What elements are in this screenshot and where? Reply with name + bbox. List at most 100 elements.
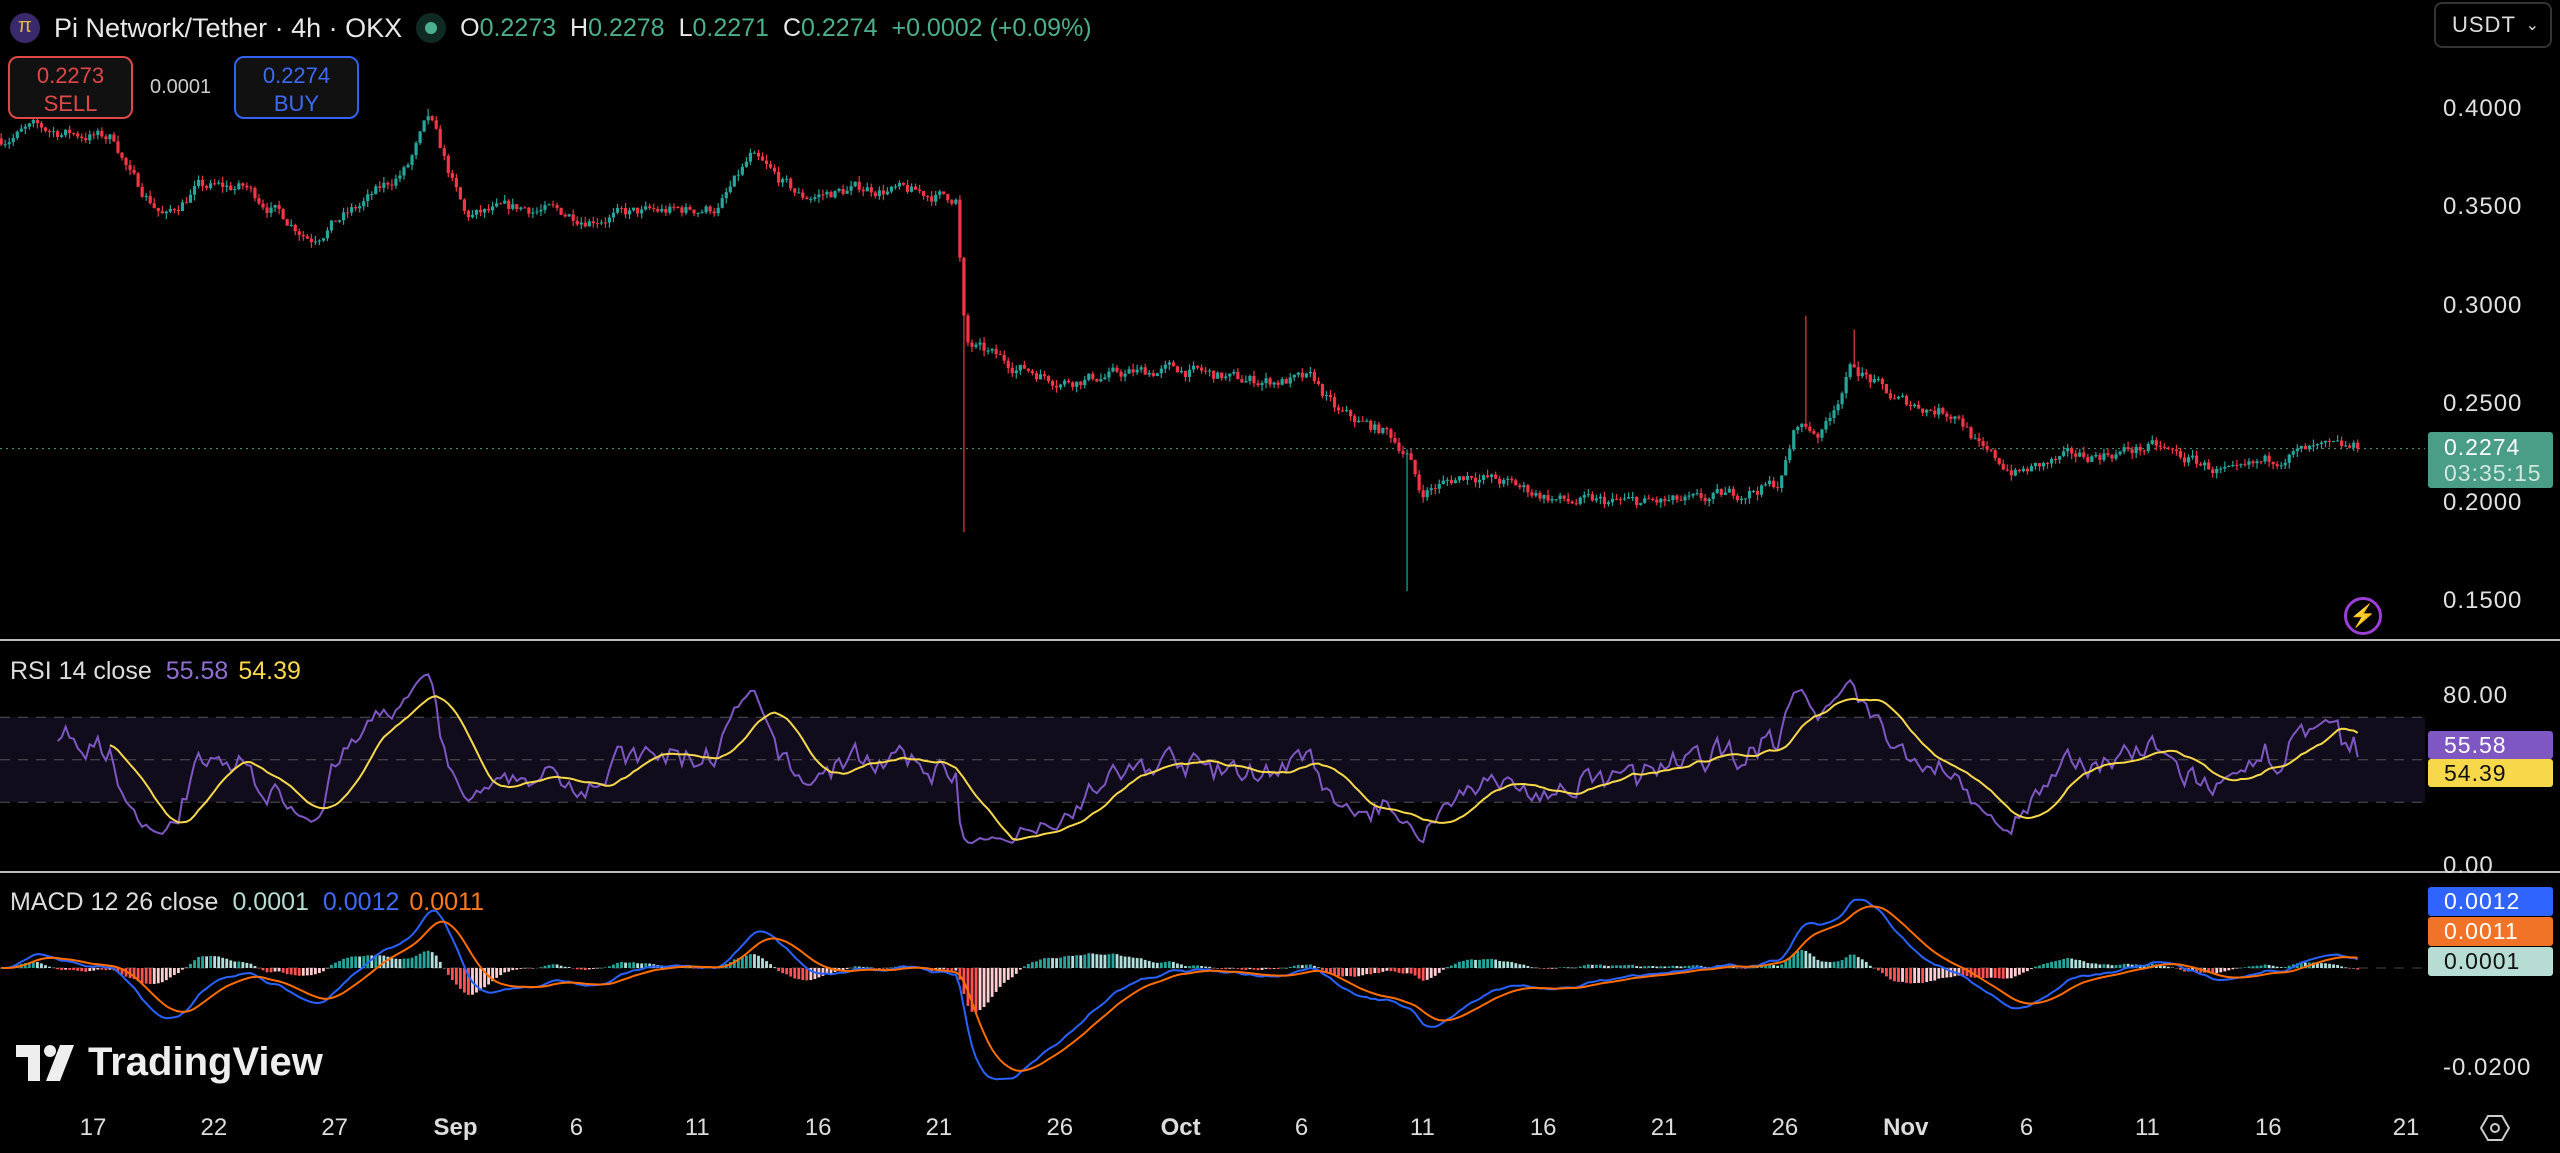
currency-dropdown[interactable]: USDT ⌄	[2434, 2, 2552, 48]
macd-histogram-bar	[1949, 968, 1953, 978]
macd-histogram-bar	[636, 963, 640, 968]
candle-body	[591, 221, 595, 224]
macd-histogram-bar	[2287, 965, 2291, 968]
candle-body	[217, 182, 221, 184]
macd-histogram-bar	[414, 955, 418, 968]
candle-body	[676, 206, 680, 208]
candle-body	[700, 212, 704, 214]
macd-histogram-bar	[1885, 968, 1888, 977]
sell-button[interactable]: 0.2273 SELL	[8, 56, 133, 119]
candle-body	[374, 186, 378, 195]
buy-label: BUY	[273, 91, 320, 116]
candle-body	[1034, 373, 1039, 380]
macd-histogram-bar	[1204, 966, 1208, 968]
candle-body	[2158, 445, 2162, 447]
candle-body	[595, 223, 599, 225]
candle-body	[2178, 451, 2183, 458]
macd-histogram-bar	[1167, 961, 1171, 968]
macd-histogram-bar	[978, 968, 982, 1011]
buy-button[interactable]: 0.2274 BUY	[234, 56, 359, 119]
macd-histogram-bar	[84, 968, 88, 972]
macd-histogram-bar	[688, 967, 692, 968]
macd-hist-value: 0.0001	[232, 888, 309, 916]
macd-histogram-bar	[1288, 966, 1292, 968]
macd-histogram-bar	[60, 968, 63, 971]
tradingview-logo[interactable]: TradingView	[16, 1040, 323, 1085]
macd-histogram-bar	[479, 968, 482, 991]
macd-legend[interactable]: MACD 12 26 close 0.0001 0.0012 0.0011	[10, 888, 484, 917]
macd-histogram-bar	[1989, 968, 1993, 978]
candle-body	[1191, 365, 1196, 370]
rsi-legend[interactable]: RSI 14 close 55.58 54.39	[10, 657, 301, 686]
candle-body	[2182, 457, 2187, 463]
macd-histogram-bar	[172, 968, 176, 976]
symbol-title[interactable]: Pi Network/Tether · 4h · OKX	[54, 12, 403, 43]
candle-body	[1361, 420, 1365, 422]
candle-body	[813, 197, 817, 200]
candle-body	[1929, 409, 1933, 411]
macd-histogram-bar	[1059, 957, 1063, 968]
candle-body	[897, 182, 902, 187]
candle-body	[1610, 498, 1615, 503]
macd-histogram-bar	[1687, 965, 1691, 968]
candle-body	[1296, 372, 1300, 375]
macd-histogram-bar	[1252, 968, 1256, 970]
macd-histogram-bar	[2162, 965, 2166, 968]
candle-body	[80, 136, 84, 139]
candle-body	[1151, 372, 1155, 377]
macd-histogram-bar	[2263, 964, 2267, 968]
macd-histogram-bar	[2227, 968, 2231, 971]
candle-body	[1332, 397, 1337, 408]
candle-body	[1913, 404, 1917, 407]
candle-body	[539, 209, 543, 212]
candle-body	[1381, 428, 1385, 434]
macd-histogram-bar	[1192, 965, 1195, 968]
candle-body	[797, 192, 801, 194]
candle-body	[1099, 379, 1103, 382]
candle-body	[1554, 499, 1558, 501]
candle-body	[329, 220, 334, 231]
candle-body	[1763, 484, 1768, 486]
macd-histogram-bar	[942, 968, 946, 970]
candle-body	[571, 214, 575, 221]
macd-histogram-bar	[2046, 963, 2049, 968]
macd-histogram-bar	[809, 968, 813, 981]
candle-body	[1639, 502, 1643, 505]
macd-histogram-bar	[1321, 968, 1324, 971]
candle-body	[1175, 366, 1180, 373]
macd-histogram-bar	[1925, 968, 1929, 983]
candle-body	[309, 238, 313, 243]
candle-body	[1618, 499, 1623, 501]
macd-histogram-bar	[136, 968, 140, 982]
macd-histogram-bar	[2158, 965, 2162, 968]
candle-body	[1908, 404, 1913, 407]
candle-body	[2126, 447, 2130, 450]
macd-histogram-bar	[591, 968, 595, 969]
macd-histogram-bar	[44, 965, 47, 968]
macd-histogram-bar	[2005, 968, 2009, 979]
rsi-ma-line	[109, 695, 2359, 841]
market-status-icon[interactable]	[416, 13, 447, 43]
settings-icon[interactable]	[2480, 1113, 2510, 1143]
macd-histogram-bar	[1014, 968, 1018, 974]
candle-body	[1127, 369, 1131, 374]
candle-body	[1542, 495, 1546, 499]
lightning-icon[interactable]: ⚡	[2344, 597, 2382, 635]
macd-histogram-bar	[257, 968, 261, 969]
candle-body	[160, 211, 164, 214]
candle-body	[1896, 396, 1901, 399]
candle-body	[1804, 423, 1808, 427]
macd-histogram-bar	[168, 968, 172, 978]
candle-body	[1268, 378, 1272, 385]
macd-histogram-bar	[1401, 968, 1405, 974]
candle-body	[644, 206, 648, 210]
macd-histogram-bar	[2098, 964, 2102, 968]
macd-histogram-bar	[1163, 961, 1167, 968]
candle-body	[2340, 440, 2344, 447]
macd-histogram-bar	[1159, 962, 1163, 968]
rsi-ma-value: 54.39	[238, 657, 301, 685]
candle-body	[704, 206, 708, 213]
candle-body	[180, 202, 185, 212]
candle-body	[909, 186, 914, 192]
